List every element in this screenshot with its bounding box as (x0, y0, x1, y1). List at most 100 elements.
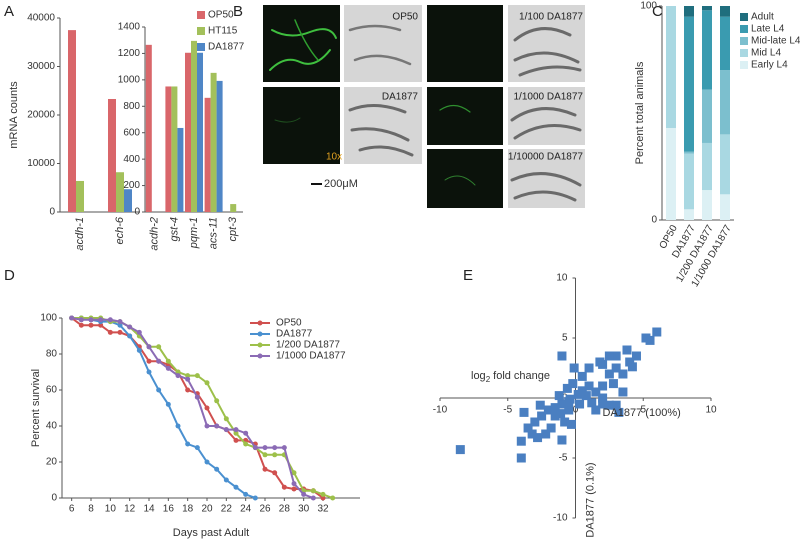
data-point (233, 430, 239, 436)
x-tick-label: 10 (105, 504, 117, 515)
x-tick-label: 18 (182, 504, 194, 515)
data-point (165, 401, 171, 407)
data-point (560, 417, 570, 427)
data-point (556, 409, 566, 419)
data-point (575, 399, 585, 409)
x-tick-label: 12 (124, 504, 136, 515)
legend-marker (257, 331, 263, 337)
data-point (604, 400, 614, 410)
y-axis-label: Percent survival (30, 369, 42, 447)
micrographs: OP50 DA1877 1/100 DA1877 1/1000 DA1877 1… (263, 5, 585, 208)
y-tick-label: -5 (559, 453, 568, 464)
x-tick-label: acdh-2 (149, 217, 161, 251)
bar-segment (720, 194, 730, 220)
y-tick-label: 100 (640, 1, 657, 12)
data-point (117, 329, 123, 335)
panel-label: C (652, 3, 663, 20)
data-point (584, 363, 594, 373)
legend-label: 1/200 DA1877 (276, 340, 340, 351)
data-point (291, 481, 297, 487)
data-point (146, 344, 152, 350)
x-tick-label: 14 (143, 504, 155, 515)
data-point (204, 380, 210, 386)
data-point (185, 376, 191, 382)
x-tick-label: 20 (201, 504, 213, 515)
data-point (69, 315, 75, 321)
data-point (550, 411, 560, 421)
data-point (223, 477, 229, 483)
y-tick-label: 100 (40, 313, 57, 324)
bar-segment (720, 16, 730, 71)
data-point (233, 484, 239, 490)
y-tick-label: 10 (556, 273, 568, 284)
worms (269, 19, 582, 202)
y-tick-label: 1200 (118, 48, 141, 59)
x-tick-label: 5 (640, 405, 646, 416)
data-point (611, 351, 621, 361)
data-point (577, 371, 587, 381)
brightfield-image (344, 5, 422, 82)
data-point (550, 403, 560, 413)
data-point (88, 317, 94, 323)
legend-marker (257, 320, 263, 326)
legend-label: DA1877 (208, 42, 245, 53)
data-point (541, 429, 551, 439)
legend-swatch (197, 11, 205, 19)
data-point (604, 351, 614, 361)
x-tick-label: acdh-1 (74, 217, 86, 251)
y-axis-label: DA1877 (0.1%) (584, 462, 596, 537)
y-tick-label: 60 (46, 385, 58, 396)
data-point (516, 453, 526, 463)
panel-label: E (463, 267, 473, 284)
series-line (71, 317, 256, 499)
data-point (233, 427, 239, 433)
bar (210, 72, 217, 212)
magnification: 10x (326, 152, 342, 163)
data-point (223, 416, 229, 422)
data-point (516, 436, 526, 446)
data-point (564, 405, 574, 415)
x-tick-label: acs-11 (208, 217, 220, 249)
bar-segment (702, 10, 712, 90)
data-point (252, 445, 258, 451)
bar (230, 204, 237, 212)
data-point (175, 369, 181, 375)
data-point (98, 322, 104, 328)
data-point (272, 452, 278, 458)
x-tick-label: 24 (240, 504, 252, 515)
data-point (598, 393, 608, 403)
data-point (291, 486, 297, 492)
data-point (595, 357, 605, 367)
x-tick-label: ech-6 (114, 216, 126, 244)
legend-label: 1/1000 DA1877 (276, 351, 346, 362)
data-point (598, 399, 608, 409)
x-tick-label: 28 (279, 504, 291, 515)
data-point (146, 358, 152, 364)
bar-segment (684, 153, 694, 210)
y-tick-label: 0 (49, 207, 55, 218)
data-point (185, 441, 191, 447)
scale-bar-label: 200μM (324, 178, 358, 190)
y-axis-label: Percent total animals (634, 61, 646, 164)
legend-label: Mid L4 (751, 48, 781, 59)
data-point (272, 445, 278, 451)
legend-label: Early L4 (751, 60, 788, 71)
bar (185, 52, 191, 213)
x-tick-label: 6 (69, 504, 75, 515)
y-tick-label: 30000 (27, 61, 55, 72)
fluorescence-image (427, 5, 503, 82)
x-tick-label: -5 (503, 405, 512, 416)
x-tick-label: 16 (163, 504, 175, 515)
annotation-subscript: 2 (486, 375, 491, 384)
micrograph-label: 1/1000 DA1877 (513, 92, 583, 103)
data-point (272, 470, 278, 476)
data-point (631, 351, 641, 361)
data-point (530, 417, 540, 427)
data-point (262, 466, 268, 472)
data-point (136, 329, 142, 335)
legend-swatch (740, 13, 748, 21)
y-axis-label: mRNA counts (8, 81, 20, 149)
bar (145, 44, 152, 212)
bar (197, 52, 203, 213)
data-point (165, 358, 171, 364)
